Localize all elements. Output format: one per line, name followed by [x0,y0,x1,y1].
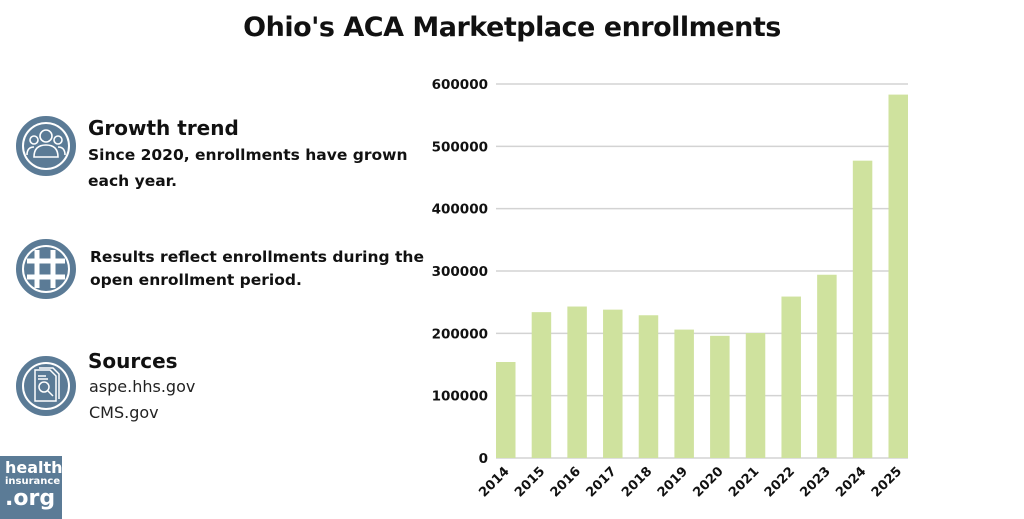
x-tick-label: 2020 [690,464,726,500]
people-group-icon [16,116,76,176]
source-link-aspe[interactable]: aspe.hhs.gov [89,377,196,396]
document-search-icon [16,356,76,416]
chart-title: Ohio's ACA Marketplace enrollments [243,12,781,43]
note-text: Results reflect enrollments during the op… [90,246,424,292]
y-tick-label: 200000 [432,326,488,342]
logo-line2: insurance [5,476,61,487]
growth-text-line1: Since 2020, enrollments have grown [88,146,408,164]
x-tick-label: 2019 [655,464,691,500]
bar-2022 [781,296,801,458]
growth-text-line2: each year. [88,172,177,190]
bar-2018 [638,315,659,458]
x-tick-label: 2024 [833,464,869,500]
bar-2017 [603,309,623,458]
hashtag-icon [16,239,76,299]
growth-heading: Growth trend [88,116,239,140]
bar-2020 [710,335,730,458]
y-tick-label: 300000 [432,264,488,280]
x-tick-label: 2022 [762,464,798,500]
bar-2015 [531,312,552,458]
growth-text: Since 2020, enrollments have grown each y… [88,142,407,194]
bar-2023 [817,274,837,458]
logo-line1: health [5,458,63,477]
bar-2024 [852,160,873,459]
logo-line3: .org [5,486,56,511]
x-tick-label: 2017 [583,464,619,500]
y-tick-label: 600000 [432,77,488,93]
x-tick-label: 2015 [512,464,548,500]
note-text-line2: open enrollment period. [90,271,302,289]
note-text-line1: Results reflect enrollments during the [90,248,424,266]
source-link-cms[interactable]: CMS.gov [89,403,159,422]
bar-2021 [745,333,766,458]
x-tick-label: 2023 [798,464,834,500]
x-tick-label: 2021 [726,464,762,500]
x-tick-label: 2014 [476,464,512,500]
x-tick-label: 2018 [619,464,655,500]
sources-heading: Sources [88,349,178,373]
bar-2016 [567,306,587,458]
bar-2014 [496,362,516,458]
y-tick-label: 500000 [432,139,488,155]
y-tick-label: 0 [479,451,488,467]
healthinsurance-org-logo: health insurance .org [0,456,63,519]
x-tick-label: 2025 [869,464,905,500]
y-tick-label: 400000 [432,202,488,218]
x-tick-label: 2016 [548,464,584,500]
y-tick-label: 100000 [432,389,488,405]
bar-2019 [674,329,694,458]
bar-2025 [888,94,908,458]
